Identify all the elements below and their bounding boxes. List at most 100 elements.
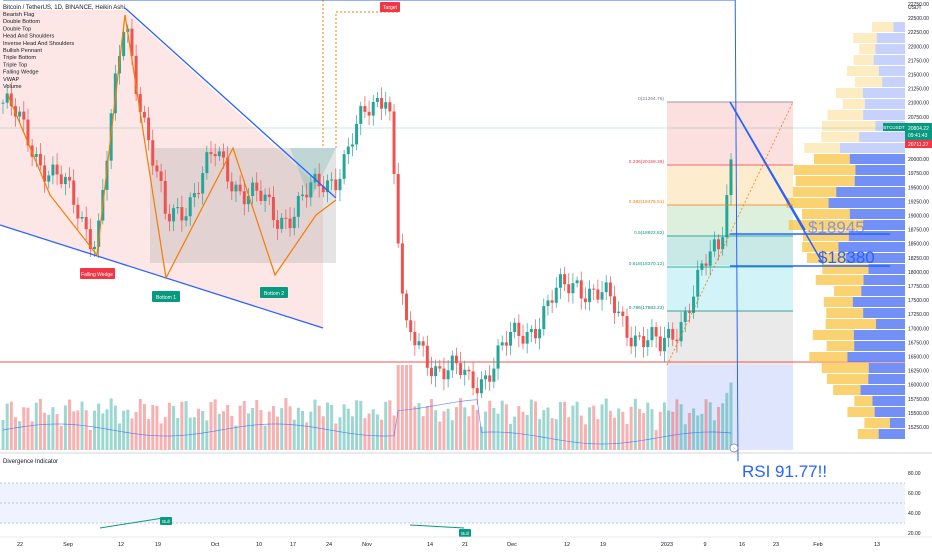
- x-tick-label: 21: [462, 542, 468, 548]
- volume-profile-up: [836, 88, 863, 98]
- volume-bar: [567, 417, 571, 450]
- volume-bar: [475, 409, 479, 450]
- volume-bar: [392, 415, 396, 450]
- volume-bar: [1, 420, 5, 450]
- price-axis: USDT 22750.00 22500.00 22250.00 22000.00 217…: [883, 0, 932, 460]
- candle-body: [93, 246, 97, 250]
- volume-profile-up: [842, 99, 865, 109]
- candle-body: [717, 239, 721, 250]
- fib-zone-5: [667, 310, 793, 365]
- volume-bar: [325, 402, 329, 450]
- falling-wedge-label: Falling Wedge: [81, 272, 113, 278]
- volume-bar: [355, 400, 359, 450]
- y-tick-label: 22500.00: [908, 16, 929, 22]
- rsi-div-1: [99, 517, 164, 529]
- volume-bar: [729, 382, 733, 450]
- candle-body: [155, 165, 159, 172]
- volume-profile-up: [815, 275, 864, 285]
- volume-profile-up: [812, 330, 854, 340]
- volume-bar: [51, 407, 55, 450]
- candle-body: [84, 217, 88, 230]
- scroll-button[interactable]: [729, 443, 739, 453]
- candle-body: [68, 176, 72, 181]
- candle-body: [583, 298, 587, 303]
- volume-bar: [213, 399, 217, 450]
- volume-bar: [671, 411, 675, 450]
- candle-body: [88, 229, 92, 250]
- volume-profile-up: [826, 341, 855, 351]
- volume-bar: [367, 413, 371, 450]
- volume-bar: [43, 412, 47, 450]
- volume-bar: [93, 410, 97, 450]
- candle-body: [201, 173, 205, 194]
- candle-body: [429, 367, 433, 377]
- candle-body: [633, 335, 637, 347]
- volume-bar: [350, 416, 354, 450]
- volume-bar: [55, 414, 59, 450]
- volume-profile-down: [893, 22, 905, 32]
- volume-bar: [167, 402, 171, 450]
- candle-body: [509, 332, 513, 346]
- volume-profile-up: [857, 429, 879, 439]
- candle-body: [309, 182, 313, 198]
- volume-bar: [588, 407, 592, 450]
- volume-bar: [342, 404, 346, 450]
- candle-body: [484, 375, 488, 380]
- volume-profile-up: [854, 77, 883, 87]
- volume-profile-up: [788, 220, 864, 230]
- volume-bar: [296, 407, 300, 450]
- volume-bar: [509, 423, 513, 450]
- wedge-lower: [0, 224, 324, 329]
- x-tick-label: Feb: [813, 542, 822, 548]
- candle-body: [105, 160, 109, 190]
- volume-bar: [454, 407, 458, 450]
- y-tick-label: 20750.00: [908, 115, 929, 121]
- x-tick-label: 13: [874, 542, 880, 548]
- pattern-list-item: Head And Shoulders: [3, 34, 55, 40]
- volume-bar: [380, 419, 384, 450]
- volume-bar: [459, 398, 463, 450]
- candle-body: [642, 336, 646, 348]
- volume-bar: [413, 406, 417, 450]
- candle-body: [350, 144, 354, 147]
- candle-body: [662, 337, 666, 352]
- volume-profile-down: [868, 264, 905, 274]
- volume-bars: [1, 365, 733, 450]
- volume-profile-up: [795, 176, 855, 186]
- volume-bar: [192, 417, 196, 450]
- bull2-tag: [459, 529, 471, 537]
- candle-body: [613, 296, 617, 314]
- candle-body: [80, 217, 84, 219]
- candle-body: [367, 111, 371, 116]
- candle-body: [384, 102, 388, 109]
- candle-body: [479, 379, 483, 394]
- candle-body: [234, 184, 238, 192]
- candle-body: [371, 101, 375, 116]
- volume-bar: [579, 415, 583, 450]
- volume-bar: [130, 418, 134, 450]
- volume-bar: [642, 413, 646, 450]
- volume-bar: [617, 408, 621, 450]
- target-path: [335, 11, 400, 148]
- volume-profile-up: [834, 286, 862, 296]
- volume-bar: [704, 399, 708, 450]
- volume-bar: [450, 420, 454, 450]
- volume-bar: [76, 410, 80, 450]
- volume-ma-line: [2, 399, 732, 445]
- volume-bar: [126, 409, 130, 450]
- y-tick-label: 16000.00: [908, 383, 929, 389]
- y-tick-label: 21750.00: [908, 58, 929, 64]
- fib-zone-2: [667, 205, 793, 235]
- volume-profile-down: [839, 143, 905, 153]
- flag-box: [150, 148, 336, 263]
- candle-body: [184, 216, 188, 221]
- candle-body: [442, 368, 446, 380]
- candle-body: [34, 153, 38, 157]
- candle-body: [721, 237, 725, 250]
- tag-symbol-bg: [883, 123, 905, 131]
- volume-bar: [371, 409, 375, 450]
- y-tick-label: 17500.00: [908, 298, 929, 304]
- candle-body: [446, 370, 450, 380]
- volume-profile-up: [846, 66, 879, 76]
- candle-body: [43, 165, 47, 182]
